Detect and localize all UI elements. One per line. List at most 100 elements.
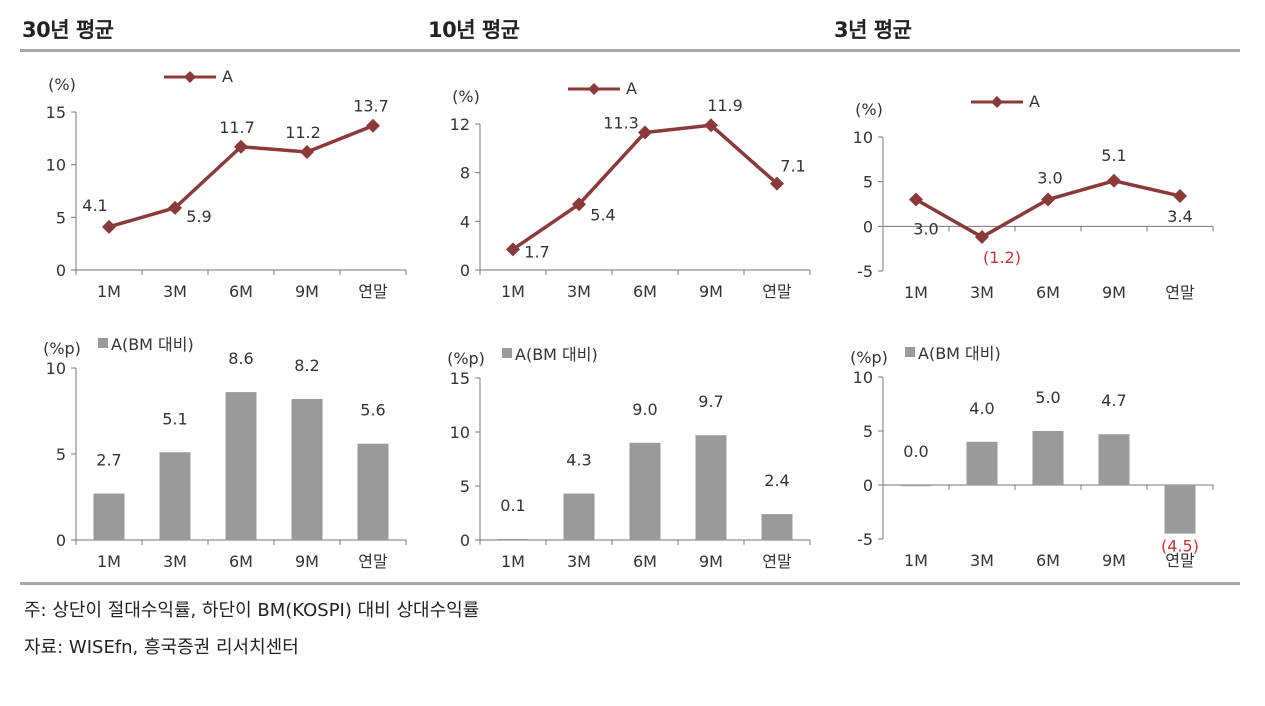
c5-data-label-3: 4.7 (1101, 391, 1126, 410)
c5-unit-label: (%p) (850, 348, 888, 367)
c2-point-1 (975, 230, 989, 245)
c1-data-label-3: 11.9 (707, 96, 743, 115)
c4-data-label-0: 0.1 (500, 496, 525, 515)
c3-x-label-2: 6M (229, 552, 253, 571)
c3-y-tick-label-0: 0 (56, 531, 66, 550)
c0-point-0 (102, 219, 116, 234)
c3-unit-label: (%p) (43, 339, 81, 358)
c5-y-tick-label-3: 10 (853, 368, 873, 387)
footnote: 주: 상단이 절대수익률, 하단이 BM(KOSPI) 대비 상대수익률 (24, 600, 480, 621)
c4-legend-swatch (502, 348, 512, 358)
c2-x-label-4: 연말 (1165, 283, 1195, 302)
c3-data-label-3: 8.2 (294, 356, 319, 375)
c3-data-label-4: 5.6 (360, 401, 385, 420)
c4-y-tick-label-0: 0 (460, 531, 470, 550)
c0-data-label-3: 11.2 (285, 123, 321, 142)
c0-unit-label: (%) (48, 75, 76, 94)
c1-unit-label: (%) (452, 87, 480, 106)
c4-bar-1 (563, 493, 595, 540)
c4-bar-4 (761, 514, 793, 540)
c5-data-label-4: (4.5) (1161, 537, 1199, 556)
c1-series-line (512, 123, 779, 251)
c5-data-label-0: 0.0 (903, 442, 928, 461)
c1-y-tick-label-1: 4 (460, 212, 470, 231)
c4-x-label-0: 1M (501, 552, 525, 571)
c3-x-label-1: 3M (163, 552, 187, 571)
c0-data-label-2: 11.7 (219, 118, 255, 137)
c1-point-0 (506, 242, 520, 257)
c3-y-tick-label-2: 10 (46, 359, 66, 378)
header-3y: 3년 평균 (834, 18, 912, 42)
c4-x-label-1: 3M (567, 552, 591, 571)
c5-bar-0 (900, 485, 932, 487)
c0-x-label-2: 6M (229, 282, 253, 301)
top-rule (20, 49, 1240, 52)
c5-x-label-3: 9M (1102, 551, 1126, 570)
c2-data-label-0: 3.0 (913, 220, 938, 239)
c4-y-tick-label-2: 10 (450, 423, 470, 442)
c5-bar-1 (966, 441, 998, 485)
c3-data-label-2: 8.6 (228, 349, 253, 368)
c5-x-label-1: 3M (970, 551, 994, 570)
c5-x-label-2: 6M (1036, 551, 1060, 570)
c3-legend-swatch (98, 338, 108, 348)
c2-y-tick-label-0: -5 (857, 262, 873, 281)
header-30y: 30년 평균 (22, 18, 114, 42)
c4-data-label-4: 2.4 (764, 471, 789, 490)
c1-point-3 (704, 118, 718, 133)
c3-data-label-1: 5.1 (162, 409, 187, 428)
c5-data-label-1: 4.0 (969, 399, 994, 418)
c4-x-label-4: 연말 (762, 552, 792, 571)
c2-x-label-2: 6M (1036, 283, 1060, 302)
c0-legend-label: A (222, 67, 233, 86)
c2-x-label-3: 9M (1102, 283, 1126, 302)
c5-x-label-0: 1M (904, 551, 928, 570)
c2-x-label-0: 1M (904, 283, 928, 302)
c5-bar-3 (1098, 434, 1130, 485)
c3-bar-1 (159, 452, 191, 540)
c4-bar-0 (497, 538, 529, 541)
c1-data-label-1: 5.4 (590, 205, 615, 224)
c1-point-4 (770, 176, 784, 191)
c0-point-4 (366, 118, 380, 133)
c1-x-label-3: 9M (699, 282, 723, 301)
c1-point-1 (572, 197, 586, 212)
c5-bar-4 (1164, 485, 1196, 534)
c4-bar-3 (695, 435, 727, 540)
c0-point-3 (300, 145, 314, 160)
c0-y-tick-label-0: 0 (56, 261, 66, 280)
c2-data-label-3: 5.1 (1101, 146, 1126, 165)
c2-point-3 (1107, 173, 1121, 188)
c5-y-tick-label-0: -5 (857, 530, 873, 549)
c3-bar-2 (225, 392, 257, 540)
c2-y-tick-label-1: 0 (863, 217, 873, 236)
c1-y-tick-label-2: 8 (460, 164, 470, 183)
c3-bar-4 (357, 443, 389, 540)
c0-x-label-4: 연말 (358, 282, 388, 301)
c2-unit-label: (%) (855, 100, 883, 119)
c4-y-tick-label-1: 5 (460, 477, 470, 496)
c3-bar-0 (93, 493, 125, 540)
c3-data-label-0: 2.7 (96, 451, 121, 470)
c5-legend-label: A(BM 대비) (918, 344, 1001, 363)
c1-x-label-0: 1M (501, 282, 525, 301)
c5-bar-2 (1032, 431, 1064, 485)
charts-canvas: (%) A 0 5 10 15 1M 3M 6M 9M 연말 4.1 5.9 11.7 11.2 13.7 (%… (43, 67, 1214, 571)
c4-data-label-1: 4.3 (566, 451, 591, 470)
c1-data-label-0: 1.7 (524, 242, 549, 261)
c3-y-tick-label-1: 5 (56, 445, 66, 464)
c2-x-label-1: 3M (970, 283, 994, 302)
c5-y-tick-label-2: 5 (863, 422, 873, 441)
c4-y-tick-label-3: 15 (450, 369, 470, 388)
c2-legend-marker (991, 96, 1003, 108)
c1-point-2 (638, 125, 652, 140)
c0-x-label-1: 3M (163, 282, 187, 301)
c2-data-label-1: (1.2) (983, 248, 1021, 267)
c1-data-label-4: 7.1 (780, 157, 805, 176)
c5-x-label-4: 연말 (1165, 551, 1195, 570)
c1-legend-marker (588, 83, 600, 95)
c2-point-4 (1173, 188, 1187, 203)
c2-data-label-2: 3.0 (1037, 169, 1062, 188)
header-10y: 10년 평균 (428, 18, 520, 42)
c2-series-line (915, 178, 1181, 240)
